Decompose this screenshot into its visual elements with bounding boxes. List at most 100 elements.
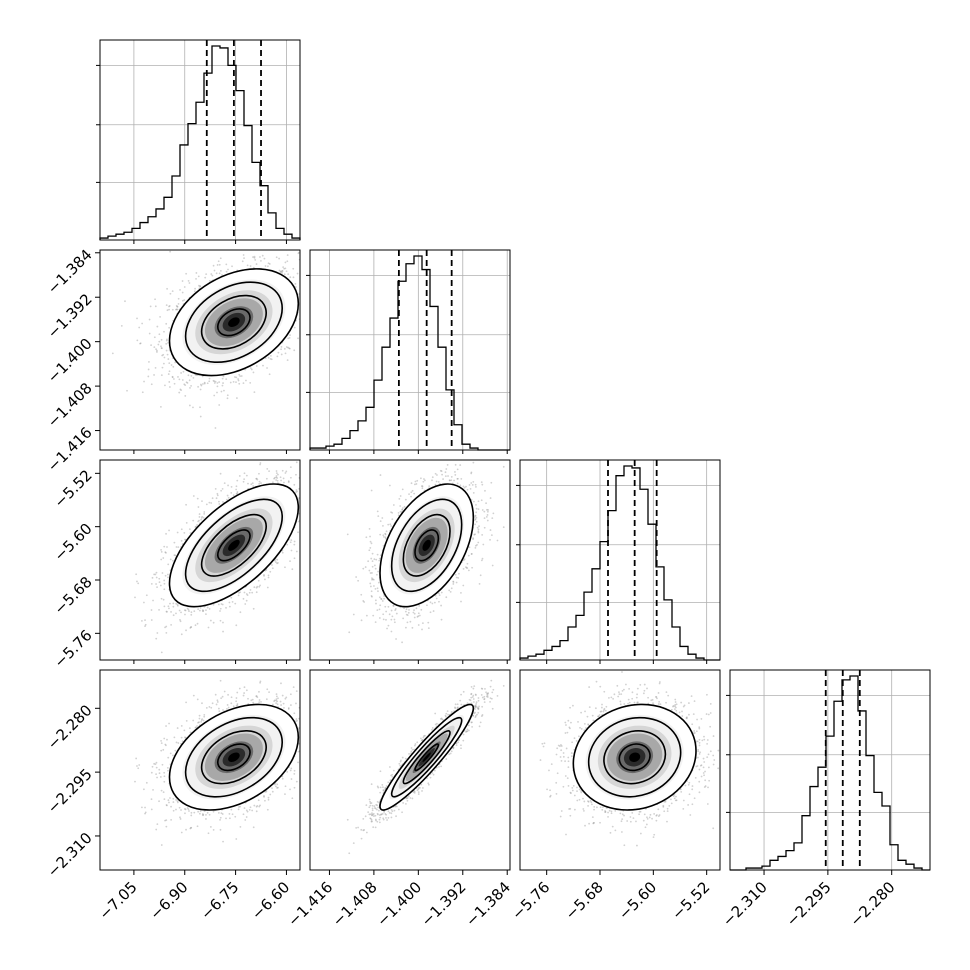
hist-2-steps <box>519 465 720 661</box>
scatter-point <box>158 577 161 580</box>
scatter-point <box>136 339 139 342</box>
scatter-point <box>286 543 289 546</box>
scatter-point <box>221 603 224 606</box>
scatter-point <box>302 307 304 309</box>
scatter-point <box>199 285 202 288</box>
scatter-point <box>263 257 266 260</box>
scatter-point <box>166 287 168 290</box>
scatter-point <box>208 380 211 383</box>
scatter-point <box>271 481 274 484</box>
scatter-point <box>296 490 298 493</box>
scatter-point <box>222 630 224 633</box>
scatter-point <box>288 347 291 350</box>
hist-panel-1 <box>306 249 511 451</box>
scatter-point <box>301 483 303 485</box>
scatter-point <box>311 466 313 468</box>
scatter-point <box>238 382 241 385</box>
scatter-point <box>192 406 194 409</box>
scatter-point <box>276 477 279 479</box>
scatter-point <box>158 608 160 611</box>
scatter-point <box>303 312 305 314</box>
scatter-point <box>180 389 183 392</box>
scatter-point <box>280 271 283 273</box>
scatter-point <box>154 298 156 301</box>
scatter-point <box>270 358 273 361</box>
scatter-point <box>188 404 191 407</box>
scatter-point <box>158 581 161 584</box>
scatter-point <box>163 545 166 548</box>
contour-line <box>184 281 284 364</box>
scatter-point <box>165 551 167 554</box>
scatter-point <box>305 296 307 298</box>
hist-panel-2 <box>516 459 721 661</box>
scatter-point <box>303 281 305 283</box>
scatter-point <box>276 355 279 358</box>
scatter-point <box>227 484 229 487</box>
density-level <box>228 317 240 328</box>
scatter-point <box>335 272 337 274</box>
scatter-point <box>317 324 319 326</box>
scatter-point <box>219 610 221 612</box>
scatter-point <box>303 474 305 476</box>
scatter-point <box>168 381 171 383</box>
scatter-point <box>141 391 144 394</box>
scatter-point <box>166 610 168 613</box>
scatter-point <box>161 366 164 369</box>
scatter-point <box>321 494 323 496</box>
scatter-point <box>293 483 296 486</box>
scatter-point <box>226 397 229 400</box>
scatter-point <box>276 479 279 482</box>
scatter-point <box>217 603 220 606</box>
scatter-point <box>226 494 229 497</box>
scatter-point <box>249 381 252 384</box>
scatter-point <box>306 492 308 494</box>
scatter-point <box>236 479 239 482</box>
scatter-point <box>236 492 239 494</box>
scatter-point <box>230 485 233 488</box>
scatter-point <box>160 548 162 551</box>
scatter-point <box>156 632 159 634</box>
scatter-point <box>200 384 203 387</box>
scatter-point <box>221 487 224 490</box>
scatter-point <box>156 351 158 353</box>
scatter-point <box>141 619 143 622</box>
scatter-point <box>294 282 297 285</box>
scatter-point <box>179 618 181 621</box>
scatter-point <box>150 582 153 585</box>
scatter-point <box>219 472 222 475</box>
scatter-point <box>221 384 224 387</box>
scatter-point <box>311 328 313 330</box>
scatter-point <box>311 282 313 284</box>
scatter-point <box>154 305 157 308</box>
scatter-point <box>189 387 191 389</box>
scatter-point <box>162 353 165 356</box>
scatter-point <box>289 334 291 337</box>
scatter-point <box>317 505 319 507</box>
scatter-point <box>267 356 270 359</box>
scatter-point <box>203 512 206 515</box>
scatter-point <box>276 558 279 561</box>
scatter-point <box>201 375 204 378</box>
scatter-point <box>301 291 303 293</box>
scatter-point <box>155 348 157 351</box>
scatter-point <box>183 286 186 288</box>
scatter-point <box>273 477 275 480</box>
scatter-point <box>286 260 289 263</box>
contour-line <box>168 268 300 377</box>
scatter-point <box>282 266 285 269</box>
scatter-point <box>268 373 271 376</box>
scatter-point <box>204 276 207 279</box>
scatter-point <box>252 485 255 487</box>
scatter-point <box>198 519 200 522</box>
scatter-point <box>243 472 246 475</box>
scatter-point <box>188 528 191 531</box>
scatter-point <box>211 274 214 277</box>
scatter-point <box>267 576 270 579</box>
scatter-point <box>200 518 203 521</box>
scatter-point <box>280 353 283 356</box>
scatter-point <box>168 308 170 311</box>
scatter-point <box>185 521 188 524</box>
scatter-point <box>329 473 331 475</box>
scatter-point <box>162 557 165 559</box>
scatter-point <box>240 375 243 377</box>
